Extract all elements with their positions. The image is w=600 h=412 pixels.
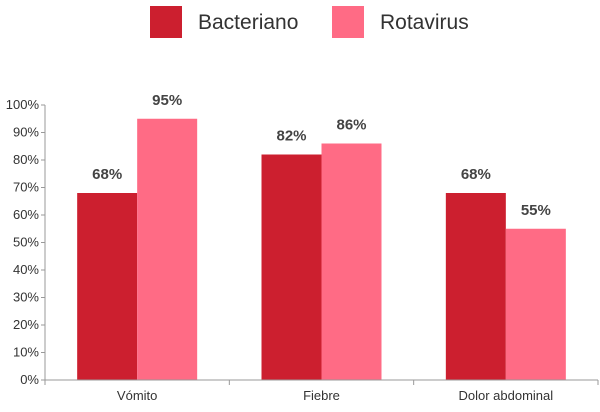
value-label: 95% — [152, 92, 182, 109]
bar-rotavirus-2 — [505, 228, 566, 380]
legend-label-rotavirus: Rotavirus — [380, 11, 469, 34]
y-axis: 0% 10% 20% 30% 40% 50% 60% 70% 80% 90% 100% — [6, 97, 46, 387]
y-tick-label: 90% — [13, 125, 39, 140]
legend-label-bacteriano: Bacteriano — [198, 11, 298, 34]
category-label: Vómito — [117, 388, 157, 403]
y-tick-label: 100% — [6, 97, 40, 112]
value-label: 68% — [461, 166, 491, 183]
category-label: Dolor abdominal — [458, 388, 553, 403]
bar-bacteriano-1 — [261, 154, 322, 380]
y-tick-label: 50% — [13, 235, 39, 250]
y-tick-label: 70% — [13, 180, 39, 195]
category-label: Fiebre — [303, 388, 340, 403]
value-label: 68% — [92, 166, 122, 183]
value-label: 55% — [521, 202, 551, 219]
y-tick-label: 0% — [20, 372, 39, 387]
legend-swatch-rotavirus — [332, 6, 364, 38]
bars — [77, 118, 566, 380]
bar-bacteriano-2 — [445, 193, 506, 380]
bar-rotavirus-1 — [321, 143, 382, 380]
x-axis: Vómito Fiebre Dolor abdominal — [44, 379, 599, 403]
y-tick-label: 30% — [13, 290, 39, 305]
y-tick-label: 60% — [13, 207, 39, 222]
legend-swatch-bacteriano — [150, 6, 182, 38]
bar-bacteriano-0 — [77, 193, 138, 380]
y-tick-label: 40% — [13, 262, 39, 277]
legend: Bacteriano Rotavirus — [150, 6, 469, 38]
value-labels: 68% 95% 82% 86% 68% 55% — [92, 92, 551, 219]
bar-rotavirus-0 — [137, 118, 198, 380]
y-tick-label: 10% — [13, 345, 39, 360]
y-tick-label: 80% — [13, 152, 39, 167]
value-label: 82% — [276, 128, 306, 145]
y-tick-label: 20% — [13, 317, 39, 332]
value-label: 86% — [336, 117, 366, 134]
